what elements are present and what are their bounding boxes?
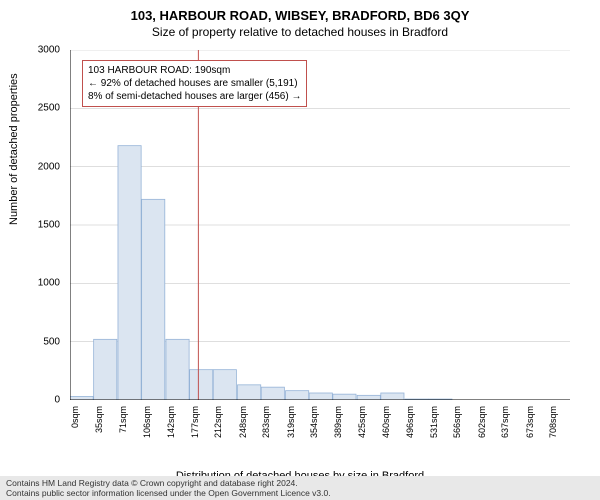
x-tick-label: 637sqm — [500, 406, 510, 450]
info-line-2: ← 92% of detached houses are smaller (5,… — [88, 77, 301, 90]
x-tick-label: 283sqm — [261, 406, 271, 450]
x-tick-label: 425sqm — [357, 406, 367, 450]
y-axis-label: Number of detached properties — [8, 73, 20, 225]
x-tick-label: 71sqm — [118, 406, 128, 450]
y-tick-label: 1000 — [20, 278, 60, 289]
x-tick-label: 106sqm — [142, 406, 152, 450]
info-line-1: 103 HARBOUR ROAD: 190sqm — [88, 64, 301, 77]
y-tick-label: 500 — [20, 336, 60, 347]
footer-line-2: Contains public sector information licen… — [6, 488, 594, 498]
title-sub: Size of property relative to detached ho… — [0, 23, 600, 39]
x-tick-label: 212sqm — [213, 406, 223, 450]
x-tick-label: 35sqm — [94, 406, 104, 450]
x-tick-label: 531sqm — [429, 406, 439, 450]
y-tick-label: 2000 — [20, 161, 60, 172]
chart-container: 103, HARBOUR ROAD, WIBSEY, BRADFORD, BD6… — [0, 0, 600, 500]
footer-line-1: Contains HM Land Registry data © Crown c… — [6, 478, 594, 488]
x-tick-label: 177sqm — [190, 406, 200, 450]
x-tick-label: 708sqm — [548, 406, 558, 450]
title-main: 103, HARBOUR ROAD, WIBSEY, BRADFORD, BD6… — [0, 0, 600, 23]
x-tick-label: 319sqm — [286, 406, 296, 450]
x-tick-label: 496sqm — [405, 406, 415, 450]
footer: Contains HM Land Registry data © Crown c… — [0, 476, 600, 500]
x-tick-label: 0sqm — [70, 406, 80, 450]
x-tick-label: 566sqm — [452, 406, 462, 450]
x-tick-label: 142sqm — [166, 406, 176, 450]
x-tick-label: 602sqm — [477, 406, 487, 450]
y-tick-label: 0 — [20, 395, 60, 406]
x-tick-label: 248sqm — [238, 406, 248, 450]
info-box: 103 HARBOUR ROAD: 190sqm ← 92% of detach… — [82, 60, 307, 107]
y-tick-label: 3000 — [20, 45, 60, 56]
y-tick-label: 2500 — [20, 103, 60, 114]
x-tick-label: 389sqm — [333, 406, 343, 450]
y-tick-label: 1500 — [20, 220, 60, 231]
chart-area: 103 HARBOUR ROAD: 190sqm ← 92% of detach… — [70, 50, 570, 400]
x-tick-label: 354sqm — [309, 406, 319, 450]
x-tick-label: 673sqm — [525, 406, 535, 450]
info-line-3: 8% of semi-detached houses are larger (4… — [88, 90, 301, 103]
x-tick-label: 460sqm — [381, 406, 391, 450]
